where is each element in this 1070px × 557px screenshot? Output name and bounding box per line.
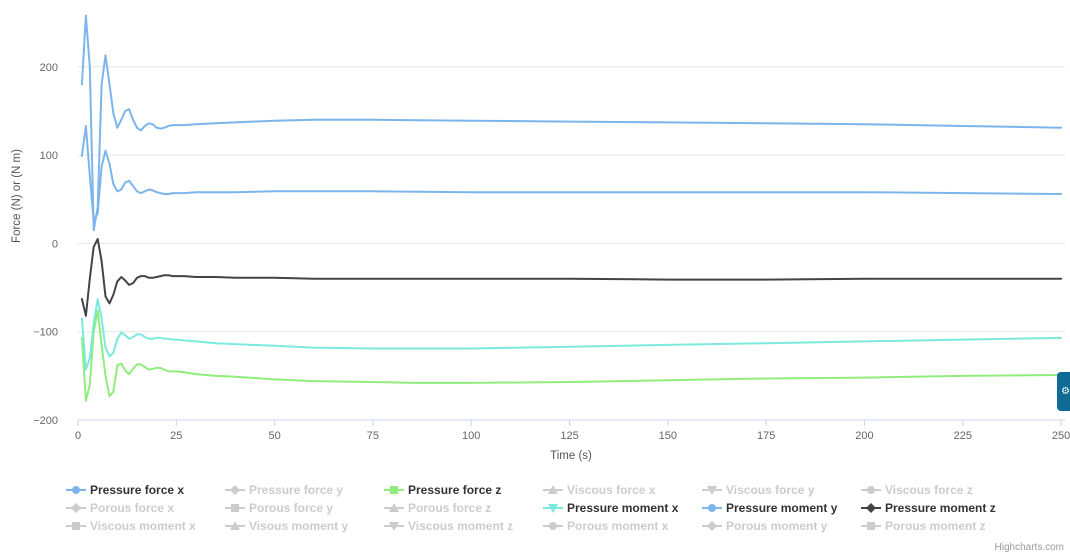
triangle-down-marker-icon [384, 522, 404, 531]
y-tick-label: 0 [52, 238, 58, 250]
legend-label: Porous moment x [567, 519, 669, 533]
legend-item[interactable]: Pressure force y [225, 482, 384, 498]
legend-label: Porous force x [90, 501, 175, 515]
legend-item[interactable]: Porous moment z [861, 518, 1020, 534]
y-axis: −200 −100 0 100 200 [33, 62, 58, 427]
side-panel-tab[interactable]: ⚙ [1057, 372, 1070, 411]
square-marker-icon [66, 522, 86, 530]
legend-item[interactable]: Porous force z [384, 500, 543, 516]
series-line-pressure-moment-z[interactable] [80, 238, 1063, 317]
circle-marker-icon [861, 486, 881, 494]
x-tick-label: 250 [1052, 430, 1070, 442]
x-axis: 0 25 50 75 100 125 150 175 200 225 250 [75, 420, 1070, 442]
chart: 0 25 50 75 100 125 150 175 200 225 250 −200 −100 0 10… [11, 14, 1070, 462]
triangle-down-marker-icon [702, 486, 722, 495]
x-tick-label: 100 [462, 430, 480, 442]
series-line-pressure-force-x[interactable] [80, 125, 1063, 222]
legend-label: Pressure moment x [567, 501, 679, 515]
series-line-pressure-force-z[interactable] [80, 309, 1063, 402]
gear-icon: ⚙ [1061, 386, 1070, 397]
y-axis-title: Force (N) or (N m) [11, 149, 23, 243]
legend-item[interactable]: Viscous force y [702, 482, 861, 498]
x-tick-label: 0 [75, 430, 81, 442]
legend-item[interactable]: Porous moment x [543, 518, 702, 534]
legend-item[interactable]: Pressure moment z [861, 500, 1020, 516]
legend-item[interactable]: Visous moment y [225, 518, 384, 534]
legend-item[interactable]: Pressure force z [384, 482, 543, 498]
square-marker-icon [384, 486, 404, 494]
legend-label: Pressure force x [90, 483, 185, 497]
legend-label: Pressure force z [408, 483, 502, 497]
legend-item[interactable]: Viscous force x [543, 482, 702, 498]
square-marker-icon [225, 504, 245, 512]
y-tick-label: −100 [33, 327, 58, 339]
legend-item[interactable]: Viscous moment z [384, 518, 543, 534]
legend-label: Viscous force x [567, 483, 656, 497]
legend-label: Porous force y [249, 501, 334, 515]
legend-label: Viscous force z [885, 483, 973, 497]
diamond-marker-icon [66, 503, 86, 513]
credits-link[interactable]: Highcharts.com [994, 542, 1064, 553]
circle-marker-icon [543, 522, 563, 530]
diamond-marker-icon [225, 485, 245, 495]
legend-label: Pressure moment z [885, 501, 996, 515]
x-axis-title: Time (s) [550, 450, 592, 462]
y-tick-label: 100 [40, 150, 58, 162]
legend-label: Pressure moment y [726, 501, 838, 515]
x-tick-label: 150 [659, 430, 677, 442]
grid-lines [78, 66, 1065, 421]
legend-item[interactable]: Pressure moment y [702, 500, 861, 516]
diamond-marker-icon [861, 503, 881, 513]
series-line-pressure-moment-x[interactable] [80, 298, 1063, 371]
diamond-marker-icon [702, 521, 722, 531]
legend-item[interactable]: Porous moment y [702, 518, 861, 534]
y-tick-label: −200 [33, 415, 58, 427]
legend-item[interactable]: Pressure moment x [543, 500, 702, 516]
legend-label: Porous force z [408, 501, 492, 515]
x-tick-label: 225 [954, 430, 972, 442]
x-tick-label: 200 [855, 430, 873, 442]
x-tick-label: 25 [170, 430, 182, 442]
legend-label: Viscous moment x [90, 519, 196, 533]
legend-item[interactable]: Pressure force x [66, 482, 225, 498]
legend-item[interactable]: Viscous force z [861, 482, 1020, 498]
triangle-marker-icon [384, 503, 404, 512]
legend-label: Visous moment y [249, 519, 349, 533]
triangle-marker-icon [543, 485, 563, 494]
x-tick-label: 75 [367, 430, 379, 442]
legend-label: Viscous force y [726, 483, 815, 497]
legend-item[interactable]: Porous force x [66, 500, 225, 516]
circle-marker-icon [66, 486, 86, 494]
legend-label: Porous moment y [726, 519, 828, 533]
triangle-down-marker-icon [543, 504, 563, 513]
square-marker-icon [861, 522, 881, 530]
legend-item[interactable]: Viscous moment x [66, 518, 225, 534]
circle-marker-icon [702, 504, 722, 512]
x-tick-label: 175 [757, 430, 775, 442]
legend-label: Viscous moment z [408, 519, 514, 533]
legend-label: Porous moment z [885, 519, 986, 533]
series-line-pressure-moment-y[interactable] [80, 14, 1063, 232]
x-tick-label: 125 [560, 430, 578, 442]
legend: Pressure force x Pressure force y Pressure… [66, 482, 1066, 534]
y-tick-label: 200 [40, 62, 58, 74]
legend-item[interactable]: Porous force y [225, 500, 384, 516]
triangle-marker-icon [225, 521, 245, 530]
legend-label: Pressure force y [249, 483, 344, 497]
series-layer[interactable] [80, 14, 1063, 402]
x-tick-label: 50 [268, 430, 280, 442]
